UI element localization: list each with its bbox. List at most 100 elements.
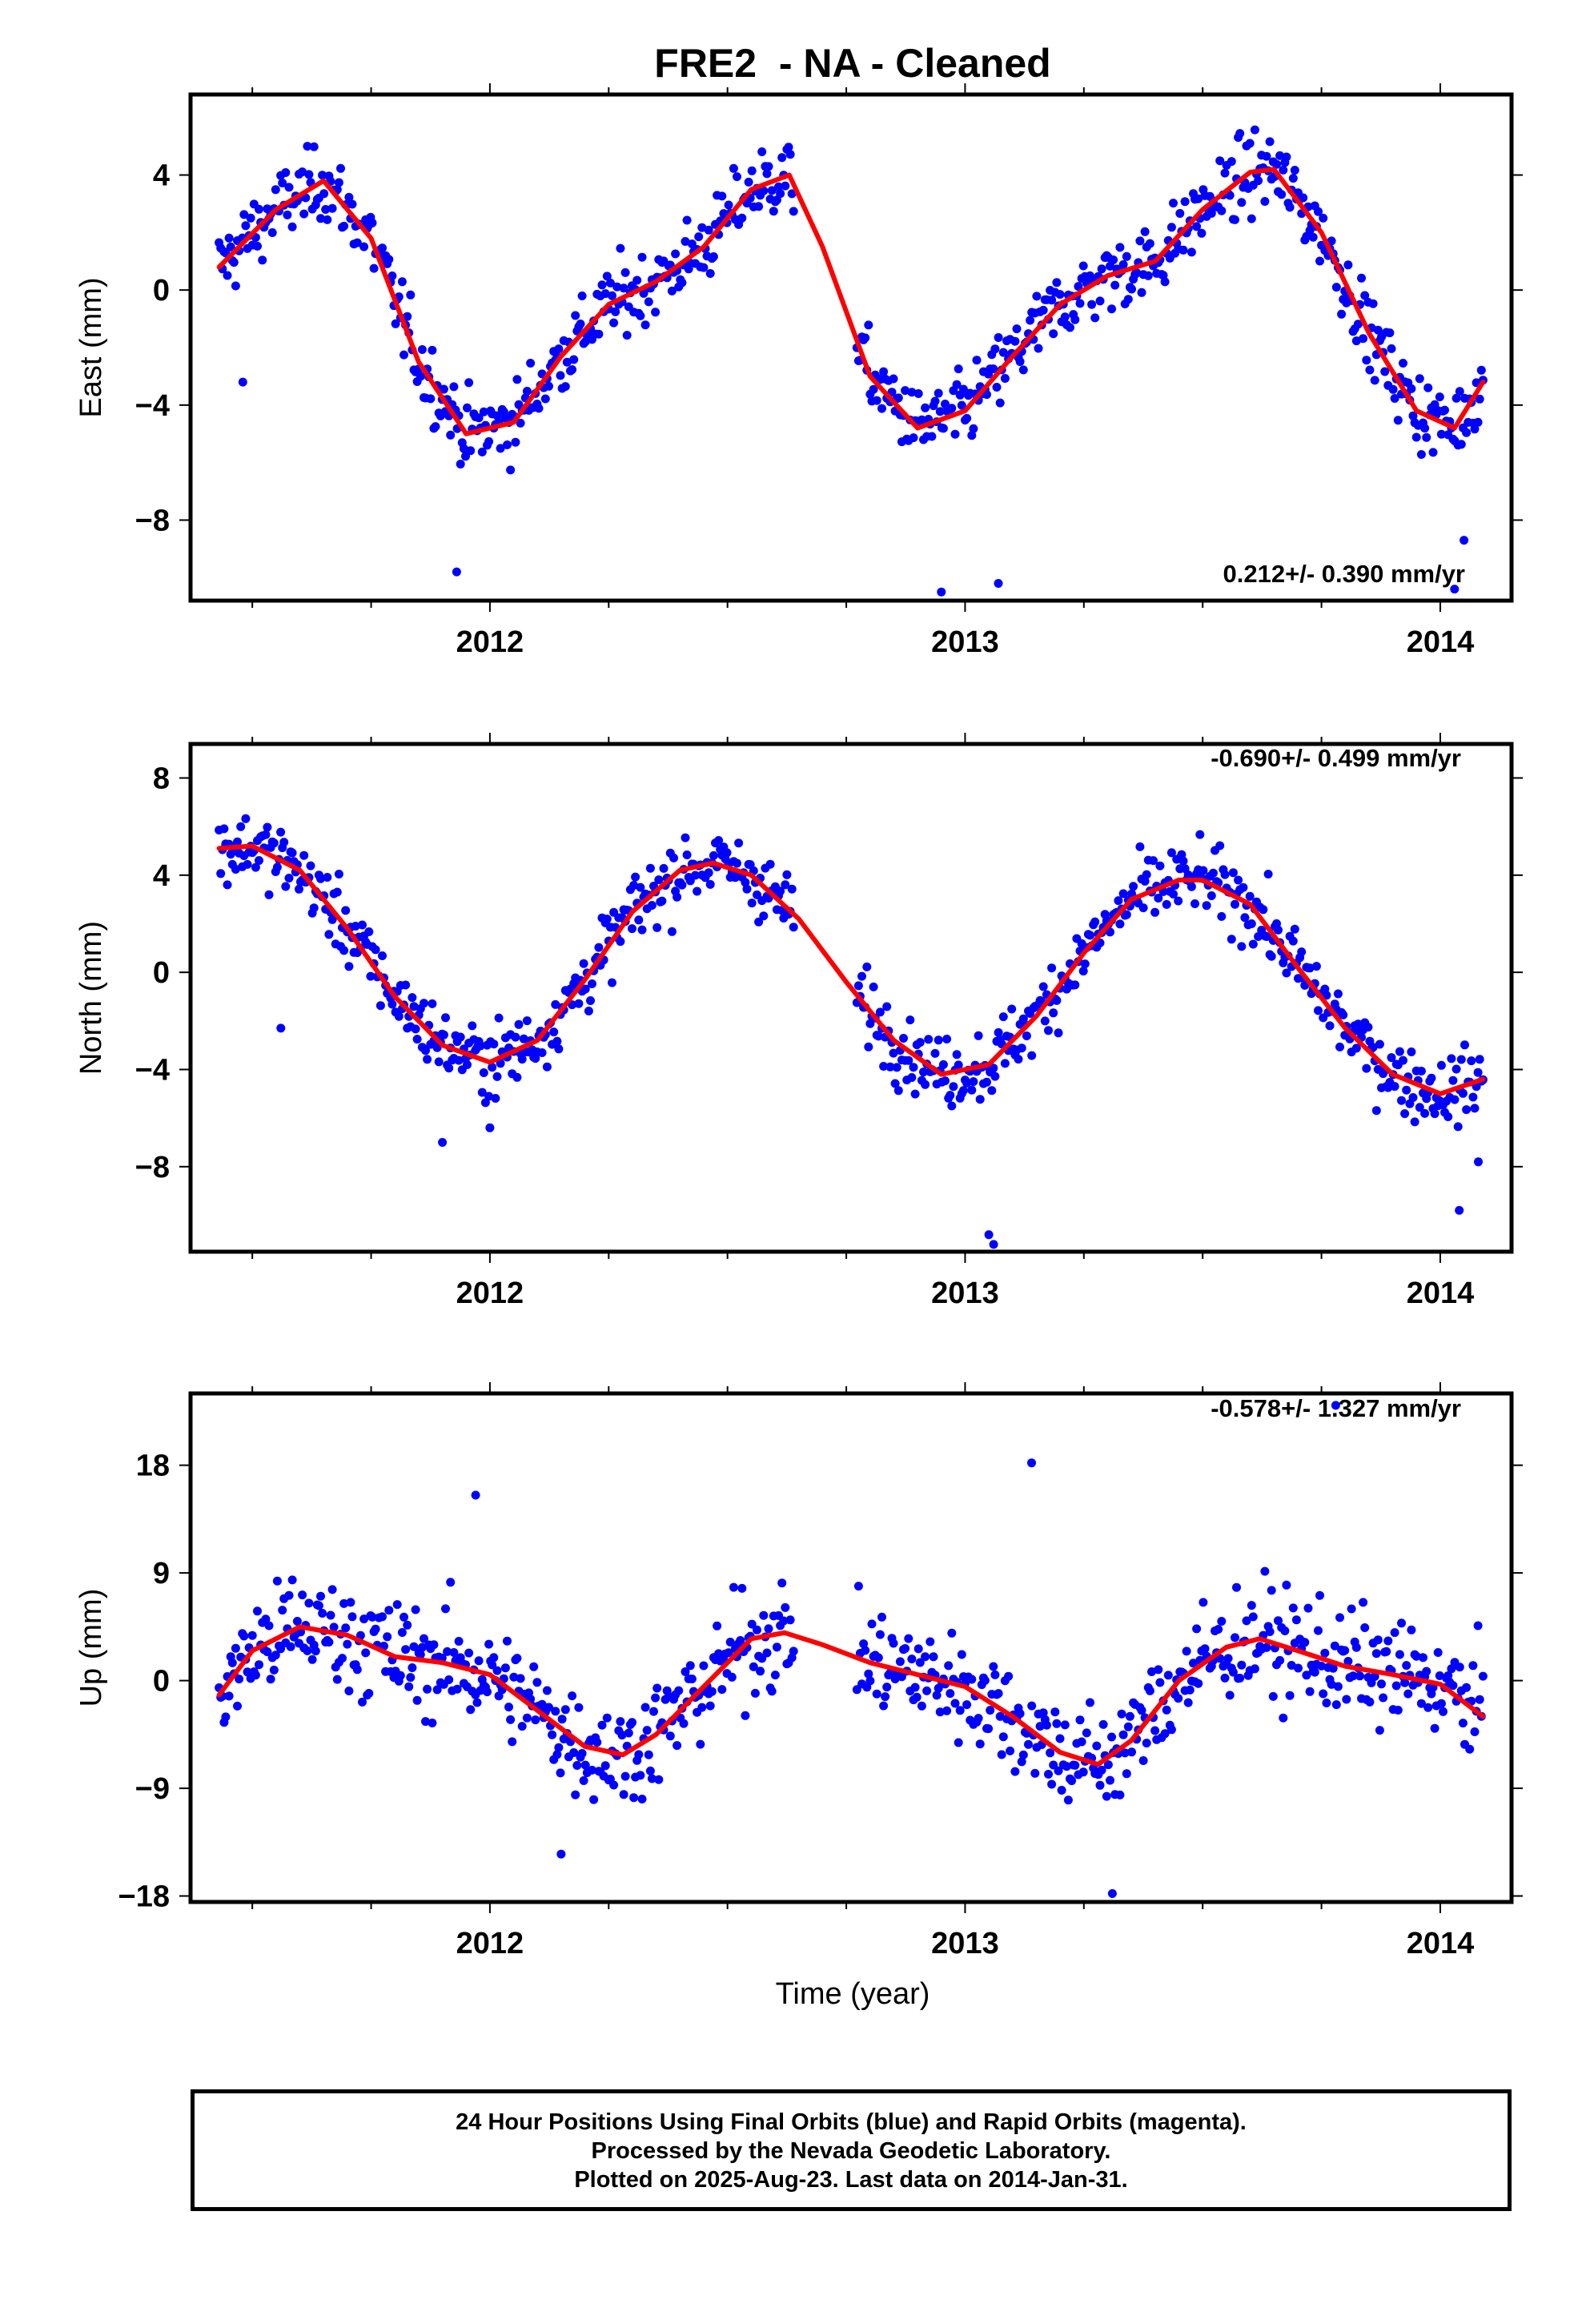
data-point <box>1467 1056 1476 1066</box>
data-point <box>1109 255 1118 264</box>
data-point <box>865 1019 875 1028</box>
data-point <box>1135 236 1145 246</box>
data-point <box>489 1653 499 1663</box>
data-point <box>962 1079 972 1088</box>
data-point <box>1265 1627 1275 1636</box>
data-point <box>586 996 595 1005</box>
north-panel: 2012 2013 2014 8 4 0 −4 −8 North (mm) -0.690+/- 0… <box>74 733 1523 1310</box>
data-point <box>276 1644 286 1654</box>
data-point <box>926 1637 935 1647</box>
data-point <box>869 384 878 394</box>
data-point <box>224 1691 234 1701</box>
data-point <box>1103 1760 1113 1770</box>
data-point <box>1411 432 1421 442</box>
data-point <box>327 915 337 924</box>
data-point <box>1362 356 1371 365</box>
data-point <box>1397 1096 1406 1105</box>
data-point <box>1035 1722 1045 1731</box>
data-point <box>1120 1748 1130 1758</box>
data-point <box>1335 1042 1344 1051</box>
data-point <box>346 1598 355 1607</box>
data-point <box>474 1656 484 1666</box>
data-point <box>1143 271 1153 280</box>
y-tick-label: 0 <box>153 274 170 308</box>
data-point <box>1247 214 1256 223</box>
data-point <box>785 1615 795 1625</box>
data-point <box>1393 416 1403 425</box>
data-point <box>251 1671 260 1680</box>
data-point <box>1282 1580 1291 1590</box>
data-point <box>789 207 798 216</box>
data-point <box>787 884 797 894</box>
data-point <box>609 318 619 328</box>
data-point <box>652 1683 662 1693</box>
data-point <box>1248 939 1258 949</box>
data-point <box>637 252 647 262</box>
data-point <box>749 1662 758 1671</box>
data-point <box>1227 935 1236 944</box>
data-point <box>879 1062 889 1071</box>
data-point <box>449 1648 459 1657</box>
data-point <box>1118 259 1128 269</box>
data-point <box>327 203 337 213</box>
data-point <box>765 859 775 869</box>
data-point <box>1462 428 1472 437</box>
data-point <box>1098 1719 1108 1729</box>
data-point <box>1250 125 1259 135</box>
data-point <box>1455 1663 1464 1672</box>
data-point <box>1052 278 1062 287</box>
data-point <box>762 169 772 179</box>
data-point <box>253 241 262 251</box>
data-point <box>713 1621 722 1630</box>
data-point <box>514 1019 524 1029</box>
data-point <box>1420 1108 1430 1118</box>
data-point <box>901 1644 910 1653</box>
data-point <box>1365 1697 1375 1707</box>
data-point <box>1070 1760 1080 1770</box>
data-point <box>1411 1651 1421 1661</box>
data-point <box>226 242 235 251</box>
data-point <box>1475 1695 1484 1704</box>
data-point <box>1314 1626 1323 1635</box>
data-point <box>484 1092 494 1101</box>
data-point <box>1399 1055 1407 1065</box>
data-point <box>1162 1705 1171 1715</box>
data-point <box>1150 907 1160 917</box>
data-point <box>367 1612 377 1622</box>
data-point <box>952 380 962 389</box>
data-point <box>873 1031 883 1041</box>
data-point <box>910 1683 920 1692</box>
data-point <box>747 166 757 175</box>
data-point <box>767 186 777 195</box>
data-point <box>1060 312 1070 322</box>
data-point <box>446 1578 456 1587</box>
data-point <box>754 917 764 927</box>
data-point <box>942 1706 952 1715</box>
data-point <box>998 1012 1008 1022</box>
data-point <box>441 1013 450 1023</box>
y-tick-label: 4 <box>153 159 170 193</box>
data-point <box>1395 1047 1404 1056</box>
data-point <box>1192 1624 1202 1634</box>
data-point <box>588 1765 596 1775</box>
data-point <box>879 1701 889 1711</box>
data-point <box>1228 868 1238 878</box>
data-point <box>1285 1691 1295 1700</box>
data-point <box>756 1667 765 1676</box>
data-point <box>577 1749 587 1758</box>
data-point <box>864 320 873 330</box>
data-point <box>1408 411 1418 420</box>
y-tick-label: −4 <box>135 389 170 423</box>
data-point <box>673 1741 682 1751</box>
data-point <box>267 228 277 237</box>
data-point <box>654 1775 664 1784</box>
fit-curve <box>216 167 1486 436</box>
data-point <box>253 1606 262 1616</box>
data-point <box>511 437 520 447</box>
data-point <box>935 1707 945 1717</box>
data-point <box>1254 176 1263 186</box>
data-point <box>378 243 387 253</box>
data-point <box>463 1060 472 1069</box>
data-point <box>709 252 718 261</box>
data-point <box>239 1631 249 1641</box>
